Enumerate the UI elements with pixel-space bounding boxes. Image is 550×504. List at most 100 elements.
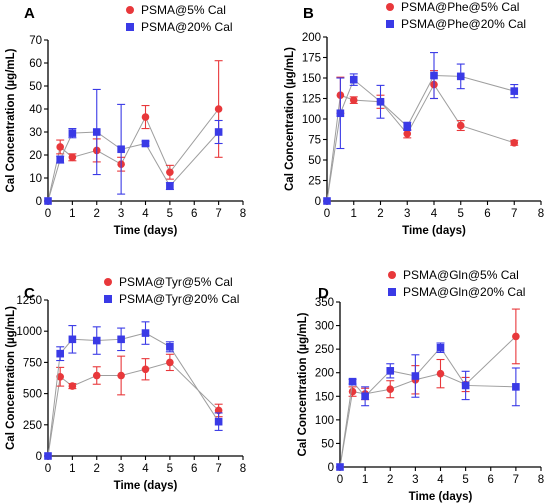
y-tick-label: 500	[23, 389, 42, 401]
x-tick-label: 8	[538, 208, 544, 220]
x-tick-label: 7	[215, 208, 221, 220]
data-point-square	[44, 197, 52, 205]
y-tick-label: 200	[302, 32, 321, 44]
data-point-circle	[56, 143, 64, 151]
chart-panel-c: C 0 250 500 750 1000 1250 0 1 2 3 4 5 6 7 8 Time (days) C…	[5, 275, 246, 492]
x-tick-label: 0	[324, 208, 330, 220]
data-point-circle	[166, 168, 174, 177]
data-point-square	[336, 109, 345, 118]
y-axis-title: Cal Concentration (µg/mL)	[297, 312, 309, 456]
panel-letter: B	[303, 5, 314, 22]
chart-panel-d: D 0 50 100 150 200 250 300 350 0 1 2 3 4 5 6 7 8 Time (day…	[297, 268, 544, 503]
data-point-square	[361, 392, 369, 401]
y-tick-label: 350	[315, 297, 334, 309]
x-tick-label: 6	[488, 474, 494, 486]
y-tick-label: 50	[29, 81, 42, 93]
y-tick-label: 50	[321, 438, 334, 450]
legend-marker-square	[104, 295, 112, 303]
y-tick-label: 150	[302, 73, 321, 85]
data-point-circle	[403, 129, 412, 138]
x-tick-label: 3	[118, 463, 124, 475]
data-point-square	[166, 182, 174, 190]
data-point-circle	[68, 153, 77, 162]
panel-letter: A	[24, 5, 35, 22]
legend-marker-circle	[126, 6, 134, 14]
data-point-square	[214, 417, 223, 426]
data-point-square	[56, 349, 64, 358]
x-tick-label: 4	[142, 208, 149, 220]
data-point-square	[376, 97, 385, 106]
data-point-square	[117, 335, 125, 344]
y-tick-label: 30	[29, 127, 42, 139]
y-axis-title: Cal Concentration (µg/mL)	[5, 48, 17, 192]
y-tick-label: 20	[29, 150, 42, 162]
data-point-circle	[117, 371, 125, 380]
x-tick-label: 8	[538, 474, 544, 486]
series-connector-line	[47, 332, 220, 457]
data-point-circle	[456, 121, 465, 130]
legend-marker-square	[386, 20, 394, 28]
x-tick-label: 5	[458, 208, 464, 220]
data-point-circle	[349, 96, 358, 104]
y-tick-label: 100	[315, 415, 334, 427]
x-tick-label: 1	[351, 208, 357, 220]
x-tick-label: 8	[240, 463, 246, 475]
x-tick-label: 7	[513, 474, 519, 486]
y-axis-title: Cal Concentration (µg/mL)	[284, 47, 296, 191]
data-point-square	[510, 87, 519, 95]
data-point-circle	[92, 371, 101, 380]
data-point-square	[44, 452, 52, 460]
x-tick-label: 5	[167, 208, 173, 220]
x-tick-label: 0	[45, 463, 51, 475]
series-connector-line	[326, 75, 515, 202]
x-tick-label: 2	[94, 208, 100, 220]
chart-panel-a: A 0 10 20 30 40 50 60 70 0 1 2 3 4 5 6 7 8 Time (days) Cal …	[5, 3, 246, 237]
y-tick-label: 175	[302, 53, 321, 65]
data-point-square	[214, 128, 223, 136]
legend-label: PSMA@Gln@5% Cal	[403, 268, 519, 282]
x-tick-label: 0	[337, 474, 343, 486]
data-point-square	[411, 372, 420, 380]
x-axis-title: Time (days)	[409, 491, 473, 503]
data-point-square	[436, 343, 445, 352]
x-tick-label: 8	[240, 208, 246, 220]
legend-marker-square	[126, 23, 134, 31]
x-tick-label: 5	[462, 474, 468, 486]
data-point-square	[386, 367, 395, 375]
x-tick-label: 1	[69, 208, 75, 220]
data-point-square	[349, 75, 358, 84]
y-tick-label: 50	[308, 155, 321, 167]
data-point-circle	[56, 372, 64, 381]
legend-label: PSMA@Phe@20% Cal	[401, 17, 526, 31]
series-connector-line	[47, 361, 219, 457]
data-point-circle	[436, 369, 445, 378]
data-point-square	[336, 463, 344, 471]
legend-label: PSMA@Gln@20% Cal	[403, 285, 525, 299]
legend-label: PSMA@20% Cal	[141, 20, 233, 34]
data-point-circle	[68, 382, 77, 390]
data-point-circle	[386, 385, 395, 394]
data-point-square	[166, 343, 174, 351]
legend-label: PSMA@Tyr@20% Cal	[119, 292, 239, 306]
y-tick-label: 60	[29, 58, 42, 70]
panel-letter: C	[24, 285, 35, 302]
x-tick-label: 2	[94, 463, 100, 475]
y-tick-label: 250	[315, 344, 334, 356]
x-tick-label: 5	[167, 463, 173, 475]
data-point-circle	[214, 105, 223, 113]
x-tick-label: 6	[191, 463, 197, 475]
x-axis-title: Time (days)	[114, 480, 178, 492]
y-tick-label: 75	[308, 135, 321, 147]
data-point-square	[403, 122, 412, 131]
y-tick-label: 150	[315, 391, 334, 403]
data-point-square	[141, 139, 150, 148]
x-axis-title: Time (days)	[114, 225, 178, 237]
x-tick-label: 1	[69, 463, 75, 475]
x-tick-label: 3	[412, 474, 418, 486]
data-point-square	[68, 129, 77, 137]
x-tick-label: 7	[511, 208, 517, 220]
legend-marker-circle	[104, 278, 112, 286]
data-point-square	[117, 145, 125, 154]
x-tick-label: 3	[404, 208, 410, 220]
